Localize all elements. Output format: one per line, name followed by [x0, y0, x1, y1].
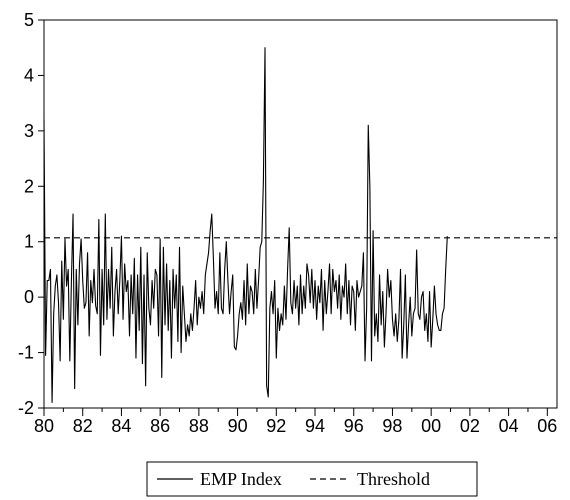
y-tick-label: 1	[24, 232, 34, 252]
y-tick-label: 2	[24, 176, 34, 196]
y-tick-label: 3	[24, 121, 34, 141]
x-tick-label: 88	[189, 416, 209, 436]
x-tick-label: 80	[34, 416, 54, 436]
x-tick-label: 90	[228, 416, 248, 436]
y-tick-label: 5	[24, 10, 34, 30]
y-tick-label: 4	[24, 65, 34, 85]
axis-ticks	[38, 19, 548, 416]
x-axis-tick-labels: 80 82 84 86 88 90 92 94 96 98 00 02 04 06	[34, 416, 557, 436]
x-tick-label: 98	[382, 416, 402, 436]
x-tick-label: 96	[344, 416, 364, 436]
x-tick-label: 02	[460, 416, 480, 436]
plot-frame	[43, 19, 558, 409]
series-emp-index	[43, 47, 448, 404]
y-tick-label: 0	[24, 287, 34, 307]
x-tick-label: 06	[537, 416, 557, 436]
series-layer	[43, 47, 557, 404]
legend-label-threshold: Threshold	[357, 469, 430, 489]
y-tick-label: -1	[18, 343, 34, 363]
y-tick-label: -2	[18, 398, 34, 418]
x-tick-label: 82	[73, 416, 93, 436]
y-axis-tick-labels: -2 -1 0 1 2 3 4 5	[18, 10, 34, 418]
x-tick-label: 00	[421, 416, 441, 436]
legend: EMP Index Threshold	[146, 461, 478, 497]
x-tick-label: 94	[305, 416, 325, 436]
legend-label-emp-index: EMP Index	[200, 469, 282, 489]
x-tick-label: 04	[499, 416, 519, 436]
x-tick-label: 92	[266, 416, 286, 436]
x-tick-label: 84	[111, 416, 131, 436]
x-tick-label: 86	[150, 416, 170, 436]
